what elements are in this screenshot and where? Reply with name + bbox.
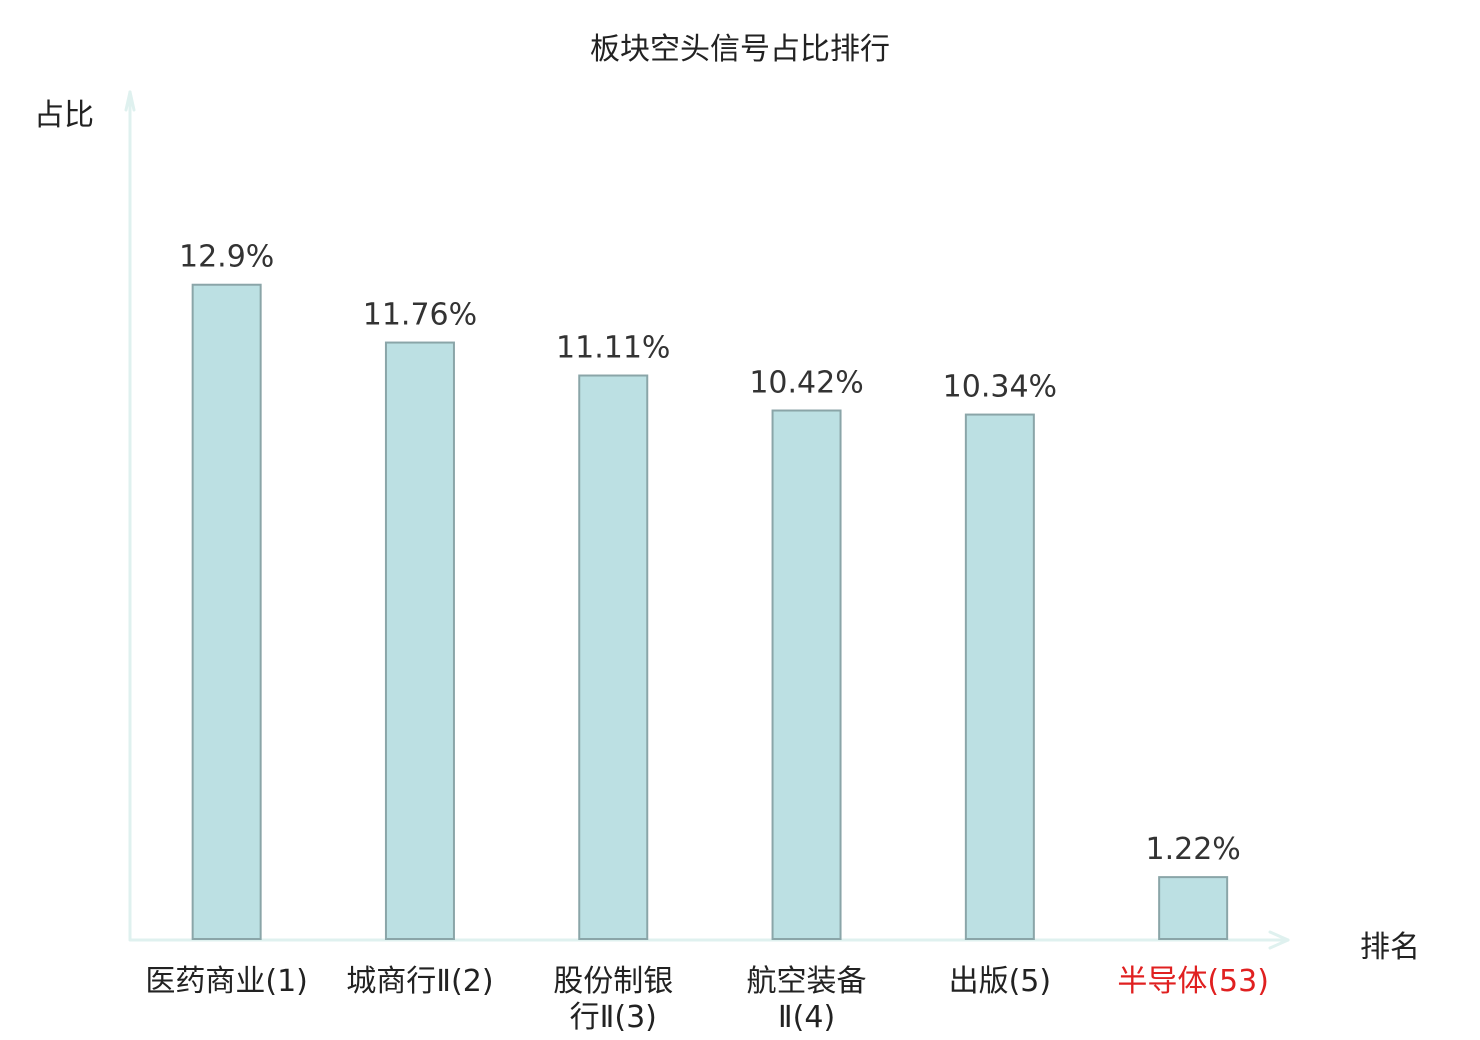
category-label-line: 行Ⅱ(3) <box>569 1000 657 1035</box>
category-label-line: 医药商业(1) <box>145 964 308 999</box>
x-axis-label: 排名 <box>1360 930 1420 965</box>
category-label-line: 出版(5) <box>948 964 1052 999</box>
bar-2 <box>578 374 649 940</box>
x-axis-arrow-bottom <box>1268 938 1290 950</box>
category-label-2: 股份制银 行Ⅱ(3) <box>528 964 698 1036</box>
value-label-0: 12.9% <box>179 240 274 275</box>
category-label-line: Ⅱ(4) <box>777 1000 836 1035</box>
value-label-4: 10.34% <box>943 370 1057 405</box>
bar-5 <box>1158 876 1229 940</box>
bar-4 <box>964 413 1035 940</box>
value-label-5: 1.22% <box>1145 832 1240 867</box>
value-label-1: 11.76% <box>363 298 477 333</box>
bar-3 <box>771 409 842 940</box>
value-labels: 12.9% 11.76% 11.11% 10.42% 10.34% 1.22% <box>179 240 1241 867</box>
bar-0 <box>191 283 262 940</box>
category-label-line: 股份制银 <box>553 964 674 999</box>
y-axis-label: 占比 <box>34 98 94 133</box>
y-axis-arrow-right <box>128 90 136 112</box>
category-label-line: 城商行Ⅱ(2) <box>346 964 494 999</box>
category-label-line: 航空装备 <box>746 964 867 999</box>
category-label-line: 半导体(53) <box>1117 964 1269 999</box>
category-label-4: 出版(5) <box>915 964 1085 1000</box>
category-label-3: 航空装备 Ⅱ(4) <box>722 964 892 1036</box>
axes <box>124 90 1290 950</box>
x-axis-arrow-top <box>1268 930 1290 942</box>
category-label-5: 半导体(53) <box>1108 964 1278 1000</box>
value-label-2: 11.11% <box>556 331 670 366</box>
value-label-3: 10.42% <box>749 366 863 401</box>
category-label-0: 医药商业(1) <box>142 964 312 1000</box>
bars <box>191 283 1229 941</box>
category-label-1: 城商行Ⅱ(2) <box>335 964 505 1000</box>
bar-1 <box>384 341 455 941</box>
chart-title: 板块空头信号占比排行 <box>590 32 890 67</box>
